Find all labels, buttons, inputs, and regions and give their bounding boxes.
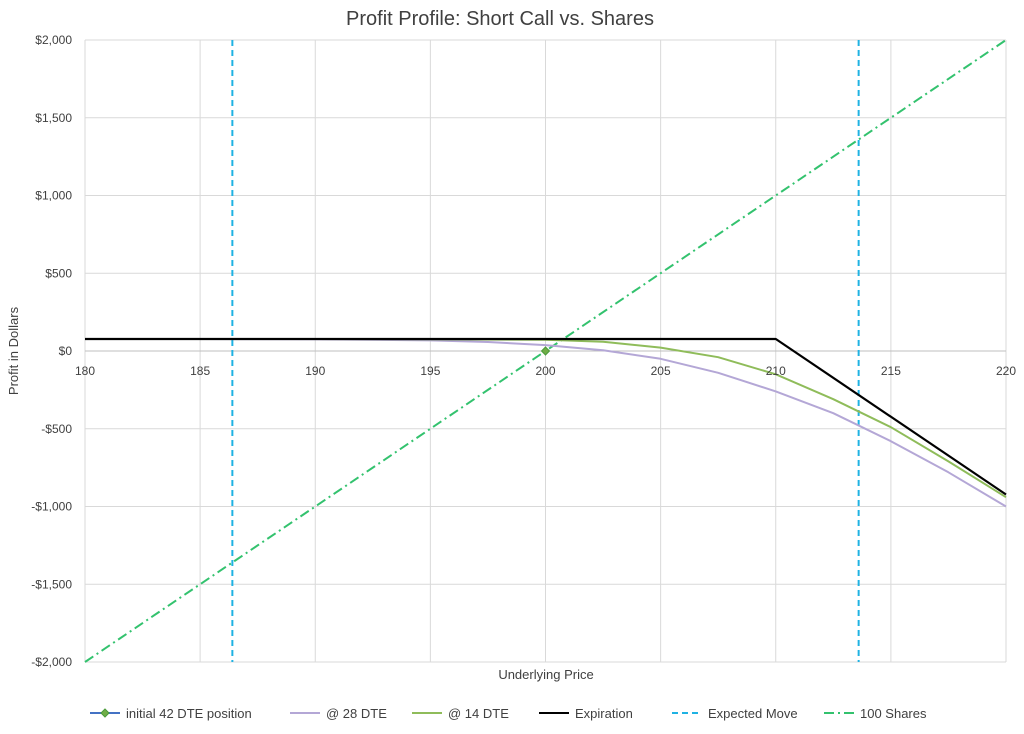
series-initial-42-dte-position-point — [540, 346, 551, 356]
legend-label: Expiration — [575, 706, 633, 721]
legend-item-expected-move: Expected Move — [672, 706, 798, 721]
x-tick-label: 210 — [766, 364, 786, 378]
y-axis-label: Profit in Dollars — [6, 306, 21, 395]
x-tick-label: 220 — [996, 364, 1016, 378]
x-tick-label: 205 — [651, 364, 671, 378]
y-tick-label: -$1,000 — [31, 500, 72, 514]
series-layer — [84, 39, 1007, 663]
y-tick-label: -$500 — [41, 422, 72, 436]
x-tick-label: 195 — [420, 364, 440, 378]
series-expiration-line — [85, 337, 1007, 496]
y-tick-label: -$2,000 — [31, 655, 72, 669]
chart-title: Profit Profile: Short Call vs. Shares — [346, 8, 654, 30]
x-tick-label: 190 — [305, 364, 325, 378]
legend-item-100-shares: 100 Shares — [824, 706, 927, 721]
x-axis-label: Underlying Price — [498, 667, 593, 682]
legend: initial 42 DTE position @ 28 DTE @ 14 DTE E… — [90, 706, 927, 721]
x-tick-label: 185 — [190, 364, 210, 378]
y-tick-label: $1,000 — [35, 189, 72, 203]
legend-marker — [100, 708, 110, 718]
y-tick-label: $0 — [59, 344, 73, 358]
x-tick-label: 200 — [535, 364, 555, 378]
y-tick-label: $1,500 — [35, 111, 72, 125]
x-tick-label: 215 — [881, 364, 901, 378]
legend-label: @ 28 DTE — [326, 706, 387, 721]
legend-item-28-dte: @ 28 DTE — [290, 706, 387, 721]
y-tick-label: -$1,500 — [31, 577, 72, 591]
legend-label: @ 14 DTE — [448, 706, 509, 721]
legend-label: Expected Move — [708, 706, 798, 721]
y-tick-label: $500 — [45, 266, 72, 280]
x-tick-label: 180 — [75, 364, 95, 378]
legend-label: initial 42 DTE position — [126, 706, 252, 721]
legend-item-14-dte: @ 14 DTE — [412, 706, 509, 721]
tick-labels: 180 185 190 195 200 205 210 215 220 $2,000 $1,500 $… — [31, 33, 1016, 669]
legend-label: 100 Shares — [860, 706, 927, 721]
y-tick-label: $2,000 — [35, 33, 72, 47]
legend-item-initial-42-dte-position: initial 42 DTE position — [90, 706, 252, 721]
legend-item-expiration: Expiration — [539, 706, 633, 721]
